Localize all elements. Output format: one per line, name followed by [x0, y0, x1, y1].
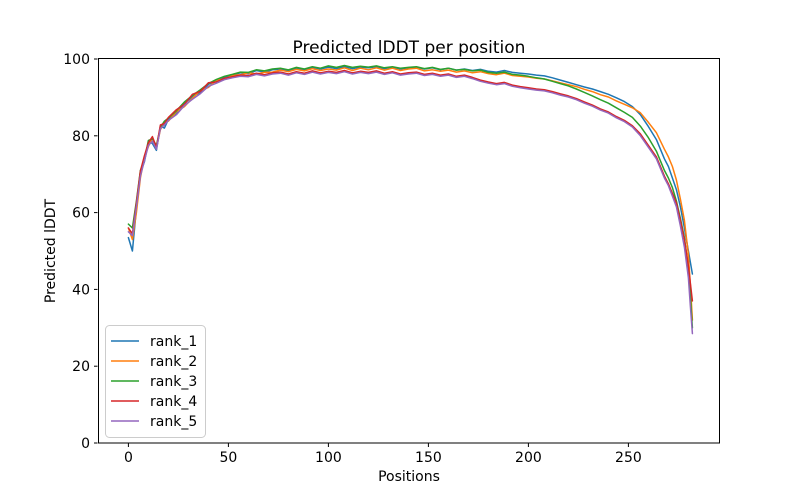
- x-axis-label: Positions: [378, 469, 440, 485]
- legend-entry-rank_4: rank_4: [111, 394, 197, 410]
- legend-frame: [105, 325, 206, 438]
- legend-label: rank_4: [150, 394, 197, 410]
- y-tick-label: 20: [72, 359, 90, 375]
- y-tick-label: 100: [63, 52, 90, 68]
- y-tick-label: 60: [72, 206, 90, 222]
- series-lines: [127, 64, 694, 335]
- legend-entry-rank_2: rank_2: [111, 354, 197, 370]
- y-axis-label: Predicted lDDT: [43, 198, 59, 303]
- legend-entry-rank_3: rank_3: [111, 374, 197, 390]
- legend: rank_1 rank_2 rank_3 rank_4 rank_5: [105, 325, 206, 438]
- chart-title: Predicted lDDT per position: [293, 38, 526, 58]
- series-line-rank_5: [127, 70, 694, 335]
- legend-entries: rank_1 rank_2 rank_3 rank_4 rank_5: [111, 334, 197, 430]
- x-axis: 0 50 100 150 200 250: [124, 443, 642, 466]
- x-tick-label: 150: [415, 450, 442, 466]
- y-tick-label: 40: [72, 282, 90, 298]
- legend-label: rank_1: [150, 334, 197, 350]
- legend-label: rank_3: [150, 374, 197, 390]
- y-tick-label: 0: [81, 436, 90, 452]
- legend-label: rank_5: [150, 414, 197, 430]
- x-tick-label: 200: [515, 450, 542, 466]
- legend-entry-rank_1: rank_1: [111, 334, 197, 350]
- x-tick-label: 250: [615, 450, 642, 466]
- x-tick-label: 100: [315, 450, 342, 466]
- x-tick-label: 0: [124, 450, 133, 466]
- series-line-rank_4: [127, 69, 694, 302]
- legend-entry-rank_5: rank_5: [111, 414, 197, 430]
- axes-spines: [98, 58, 720, 444]
- y-axis: 0 20 40 60 80 100: [63, 52, 98, 452]
- legend-label: rank_2: [150, 354, 197, 370]
- x-tick-label: 50: [219, 450, 237, 466]
- series-line-rank_2: [127, 67, 694, 321]
- y-tick-label: 80: [72, 129, 90, 145]
